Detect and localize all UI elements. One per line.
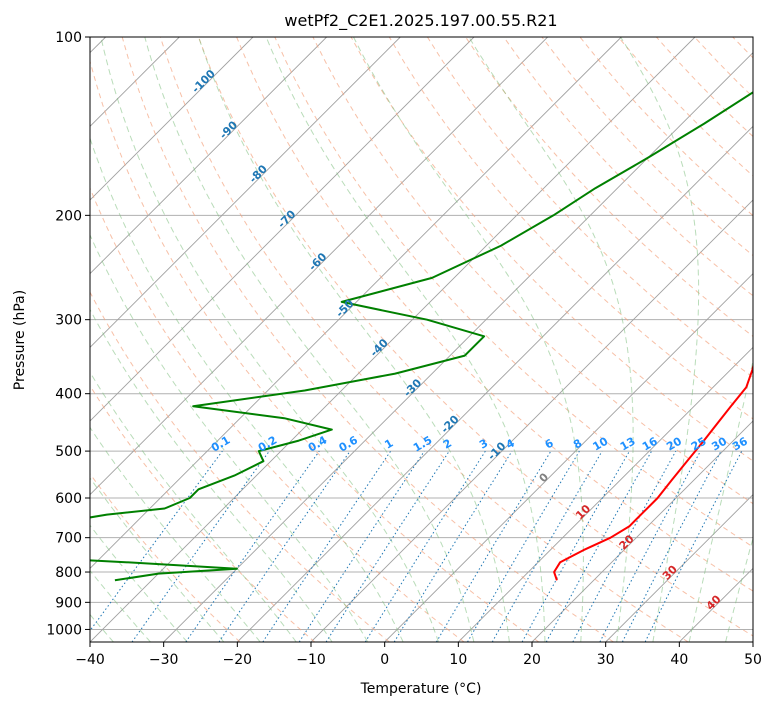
moist-adiabat bbox=[90, 136, 404, 642]
mixing-ratio-line bbox=[262, 450, 392, 642]
mixing-ratio-line bbox=[325, 450, 450, 642]
profiles bbox=[90, 91, 753, 582]
y-tick-label: 200 bbox=[55, 208, 82, 224]
x-tick-label: −40 bbox=[75, 652, 105, 668]
dry-adiabat bbox=[90, 291, 390, 642]
mixing-ratio-line bbox=[545, 450, 653, 642]
isotherm-line bbox=[458, 346, 753, 642]
x-tick-label: −30 bbox=[149, 652, 179, 668]
mixing-ratio-line bbox=[131, 450, 270, 642]
mixing-ratio-line bbox=[572, 450, 677, 642]
y-tick-label: 1000 bbox=[46, 622, 82, 638]
dry-adiabat bbox=[121, 37, 614, 642]
isotherm-line bbox=[310, 199, 753, 642]
dry-adiabat bbox=[388, 37, 753, 420]
plot-frame bbox=[89, 36, 754, 643]
mixing-ratio-line bbox=[644, 450, 743, 642]
chart-title: wetPf2_C2E1.2025.197.00.55.R21 bbox=[284, 11, 557, 31]
y-tick-label: 500 bbox=[55, 444, 82, 460]
y-tick-label: 300 bbox=[55, 313, 82, 329]
moist-adiabat bbox=[90, 569, 151, 642]
moist-adiabat bbox=[90, 233, 369, 642]
mixing-ratio-line bbox=[521, 450, 630, 642]
x-axis: −40 −30 −20 −10 0 10 20 30 40 50 bbox=[75, 642, 762, 668]
y-tick-label: 100 bbox=[55, 30, 82, 46]
isotherm-line bbox=[237, 125, 753, 642]
moist-adiabat bbox=[353, 37, 584, 642]
isotherm-line bbox=[90, 37, 401, 348]
x-tick-label: −20 bbox=[223, 652, 253, 668]
dry-adiabat bbox=[90, 186, 465, 642]
dry-adiabat bbox=[236, 37, 753, 592]
isotherm-line bbox=[90, 37, 696, 642]
x-tick-label: 10 bbox=[449, 652, 467, 668]
moist-adiabat bbox=[198, 37, 510, 642]
isotherm-line bbox=[90, 37, 327, 275]
x-axis-label: Temperature (°C) bbox=[360, 681, 482, 697]
moist-adiabat bbox=[90, 308, 333, 642]
dry-adiabat bbox=[503, 37, 753, 297]
x-tick-label: 20 bbox=[523, 652, 541, 668]
mixing-ratio-line bbox=[185, 450, 320, 642]
moist-adiabat bbox=[90, 524, 188, 642]
y-axis-label: Pressure (hPa) bbox=[12, 290, 28, 390]
moist-adiabat bbox=[688, 358, 753, 642]
dry-adiabat bbox=[312, 37, 753, 505]
moist-adiabat bbox=[100, 37, 439, 642]
x-tick-label: 0 bbox=[380, 652, 389, 668]
mixing-ratio-line bbox=[298, 450, 425, 642]
isotherm-line bbox=[163, 52, 753, 642]
x-tick-label: −10 bbox=[296, 652, 326, 668]
isotherm-line bbox=[90, 37, 548, 496]
mixing-ratio-line bbox=[218, 450, 351, 642]
moist-adiabat bbox=[144, 37, 475, 642]
y-tick-label: 700 bbox=[55, 531, 82, 547]
temperature-profile bbox=[553, 362, 753, 581]
isotherm-line bbox=[531, 420, 753, 642]
isotherm-line bbox=[90, 37, 622, 569]
moist-adiabat bbox=[725, 536, 753, 642]
x-tick-label: 50 bbox=[744, 652, 762, 668]
mixing-ratio-line bbox=[393, 450, 513, 642]
isotherm-line bbox=[384, 273, 753, 642]
dry-adiabat bbox=[198, 37, 753, 637]
moist-adiabat bbox=[90, 371, 297, 642]
y-tick-label: 600 bbox=[55, 491, 82, 507]
dry-adiabat bbox=[159, 37, 689, 642]
y-tick-label: 400 bbox=[55, 387, 82, 403]
y-axis: 100 200 300 400 500 600 700 800 900 1000 bbox=[46, 30, 90, 638]
dewpoint-profile bbox=[90, 91, 753, 582]
x-tick-label: 40 bbox=[670, 652, 688, 668]
dry-adiabat bbox=[90, 472, 241, 642]
y-tick-label: 800 bbox=[55, 565, 82, 581]
moist-adiabat bbox=[265, 37, 546, 642]
dry-adiabat bbox=[465, 37, 753, 338]
y-tick-label: 900 bbox=[55, 595, 82, 611]
isotherm-line bbox=[90, 37, 475, 422]
moist-adiabat bbox=[90, 477, 225, 642]
isotherm-line bbox=[90, 37, 254, 201]
dry-adiabat bbox=[90, 384, 316, 642]
dry-adiabat bbox=[350, 37, 753, 462]
moist-adiabat bbox=[90, 426, 261, 642]
dry-adiabat bbox=[90, 59, 540, 642]
x-tick-label: 30 bbox=[597, 652, 615, 668]
isotherm-line bbox=[605, 494, 753, 642]
moist-adiabat bbox=[620, 37, 700, 642]
